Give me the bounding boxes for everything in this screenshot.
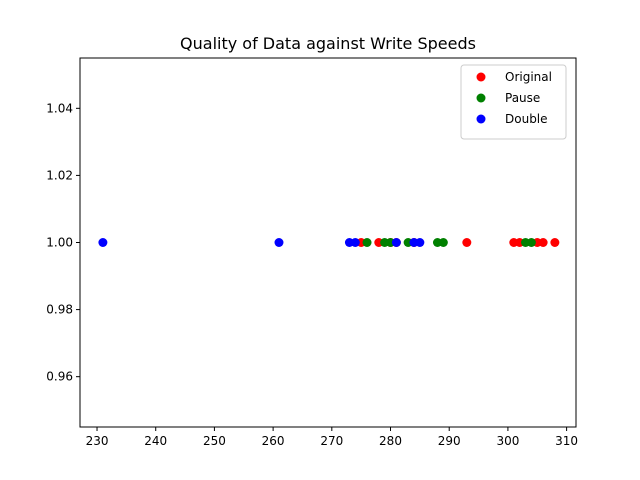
y-tick-label: 1.04 <box>46 101 73 115</box>
legend-marker-pause <box>476 93 486 103</box>
point-double <box>391 238 401 247</box>
legend-box <box>460 64 567 140</box>
point-pause <box>438 238 448 247</box>
x-tick-label: 300 <box>496 434 519 448</box>
x-tick-label: 290 <box>438 434 461 448</box>
point-pause <box>526 238 536 247</box>
x-tick-label: 230 <box>86 434 109 448</box>
point-original <box>462 238 472 247</box>
point-double <box>274 238 284 247</box>
point-original <box>550 238 560 247</box>
point-double <box>350 238 360 247</box>
legend-marker-original <box>476 72 486 82</box>
y-tick-label: 1.02 <box>46 168 73 182</box>
x-tick-label: 270 <box>320 434 343 448</box>
point-original <box>538 238 548 247</box>
legend-marker-double <box>476 114 486 124</box>
y-axis: 0.96 0.98 1.00 1.02 1.04 <box>46 101 80 384</box>
data-points <box>98 238 560 247</box>
x-axis: 230 240 250 260 270 280 290 300 310 <box>86 427 578 448</box>
chart-title: Quality of Data against Write Speeds <box>180 34 476 53</box>
legend: Original Pause Double <box>460 64 567 140</box>
y-tick-label: 0.96 <box>46 370 73 384</box>
legend-label-pause: Pause <box>505 91 540 105</box>
point-pause <box>362 238 372 247</box>
y-tick-label: 1.00 <box>46 236 73 250</box>
x-tick-label: 250 <box>203 434 226 448</box>
y-tick-label: 0.98 <box>46 303 73 317</box>
legend-label-double: Double <box>505 112 548 126</box>
point-double <box>415 238 425 247</box>
x-tick-label: 280 <box>379 434 402 448</box>
x-tick-label: 260 <box>262 434 285 448</box>
point-double <box>98 238 108 247</box>
legend-label-original: Original <box>505 70 552 84</box>
x-tick-label: 240 <box>144 434 167 448</box>
x-tick-label: 310 <box>555 434 578 448</box>
